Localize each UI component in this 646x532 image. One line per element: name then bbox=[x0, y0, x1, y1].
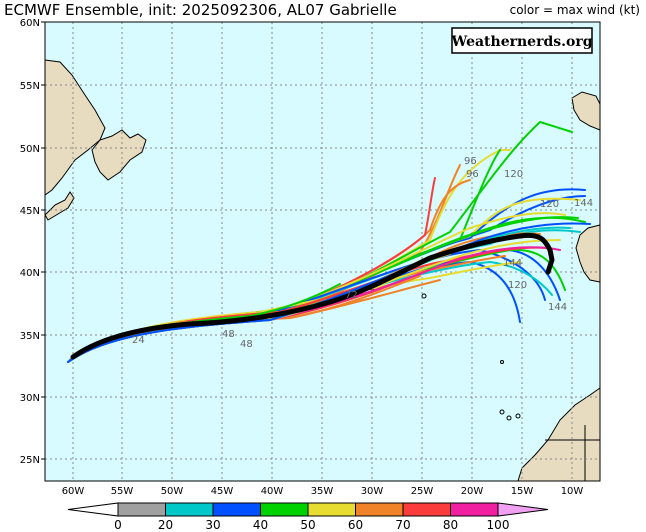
colorbar-tick-label: 60 bbox=[348, 518, 363, 532]
colorbar-tick-label: 50 bbox=[300, 518, 315, 532]
lon-label: 10W bbox=[561, 486, 584, 497]
map-title: ECMWF Ensemble, init: 2025092306, AL07 G… bbox=[4, 1, 397, 19]
lon-label: 20W bbox=[461, 486, 484, 497]
hour-label: 96 bbox=[466, 169, 479, 180]
lat-label: 40N bbox=[20, 268, 40, 279]
colorbar-tick-label: 100 bbox=[487, 518, 510, 532]
lon-label: 50W bbox=[161, 486, 184, 497]
hour-label: 120 bbox=[504, 169, 523, 180]
hour-label: 72 bbox=[345, 290, 358, 301]
colorbar-tick-label: 70 bbox=[395, 518, 410, 532]
lat-label: 55N bbox=[20, 81, 40, 92]
longitude-labels: 60W 55W 50W 45W 40W 35W 30W 25W 20W 15W … bbox=[62, 486, 584, 497]
colorbar-segment bbox=[450, 502, 499, 517]
lon-label: 25W bbox=[411, 486, 434, 497]
lon-label: 55W bbox=[111, 486, 134, 497]
lat-label: 25N bbox=[20, 455, 40, 466]
lon-label: 40W bbox=[261, 486, 284, 497]
colorbar-segment bbox=[307, 502, 356, 517]
hour-label: 24 bbox=[132, 335, 145, 346]
colorbar-segment bbox=[67, 502, 119, 517]
lon-label: 35W bbox=[311, 486, 334, 497]
colorbar: 0 20 30 40 50 60 70 80 100 bbox=[67, 502, 549, 532]
hour-label: 48 bbox=[240, 339, 253, 350]
colorbar-tick-label: 20 bbox=[158, 518, 173, 532]
hour-label: 144 bbox=[548, 302, 567, 313]
lat-label: 50N bbox=[20, 144, 40, 155]
lon-label: 60W bbox=[62, 486, 85, 497]
grid-lines bbox=[45, 22, 600, 481]
map-frame bbox=[44, 21, 601, 482]
land-nova-scotia bbox=[44, 191, 75, 221]
watermark-text: Weathernerds.org bbox=[451, 34, 593, 50]
colorbar-segment bbox=[497, 502, 549, 517]
lat-label: 30N bbox=[20, 393, 40, 404]
lon-label: 15W bbox=[511, 486, 534, 497]
ensemble-mean-track bbox=[70, 232, 555, 360]
lat-label: 60N bbox=[20, 18, 40, 29]
forecast-hour-labels: 24 48 48 72 96 96 120 120 120 144 144 14… bbox=[132, 156, 593, 350]
colorbar-segment bbox=[117, 502, 166, 517]
hour-label: 144 bbox=[503, 258, 522, 269]
colorbar-segment bbox=[260, 502, 309, 517]
hour-label: 144 bbox=[574, 198, 593, 209]
lon-label: 30W bbox=[361, 486, 384, 497]
hour-label: 48 bbox=[222, 329, 235, 340]
latitude-labels: 60N 55N 50N 45N 40N 35N 30N 25N bbox=[20, 18, 40, 466]
hour-label: 96 bbox=[464, 156, 477, 167]
colorbar-segment bbox=[212, 502, 261, 517]
lon-label: 45W bbox=[211, 486, 234, 497]
land-iberia bbox=[575, 224, 601, 283]
colorbar-segment bbox=[355, 502, 404, 517]
land-newfoundland-island bbox=[91, 129, 147, 181]
colorbar-tick-label: 80 bbox=[443, 518, 458, 532]
color-legend-note: color = max wind (kt) bbox=[509, 3, 640, 17]
lat-label: 45N bbox=[20, 206, 40, 217]
colorbar-segment bbox=[402, 502, 451, 517]
colorbar-tick-label: 0 bbox=[114, 518, 122, 532]
colorbar-segment bbox=[165, 502, 214, 517]
hour-label: 120 bbox=[508, 280, 527, 291]
colorbar-tick-label: 40 bbox=[253, 518, 268, 532]
colorbar-tick-label: 30 bbox=[205, 518, 220, 532]
hour-label: 120 bbox=[540, 199, 559, 210]
lat-label: 35N bbox=[20, 331, 40, 342]
watermark: Weathernerds.org bbox=[451, 27, 593, 54]
